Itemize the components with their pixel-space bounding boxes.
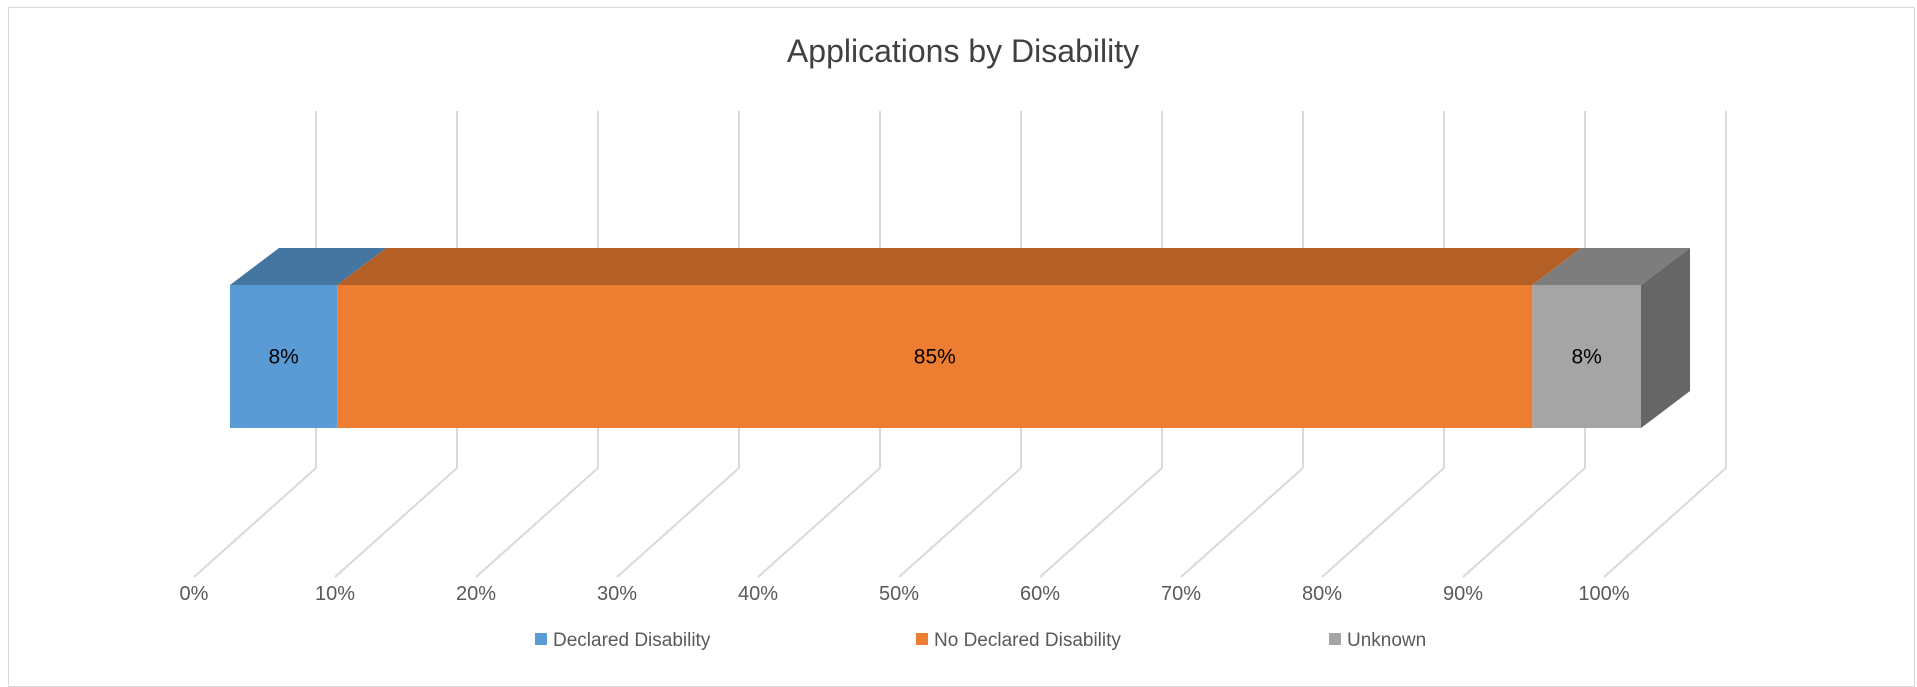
x-tick-label: 80% [1302,583,1342,605]
stacked-bar [230,248,1690,428]
data-label: 85% [914,346,956,369]
x-tick-label: 100% [1578,583,1629,605]
x-tick-label: 60% [1020,583,1060,605]
x-tick-label: 0% [180,583,209,605]
x-tick-label: 40% [738,583,778,605]
chart-title: Applications by Disability [787,33,1139,69]
data-label: 8% [268,346,298,369]
x-tick-label: 70% [1161,583,1201,605]
legend-label: Declared Disability [553,630,711,651]
data-labels: 8% 85% 8% [268,346,1601,369]
legend-swatch [916,633,928,645]
x-tick-label: 30% [597,583,637,605]
legend-label: Unknown [1347,630,1426,651]
x-tick-label: 50% [879,583,919,605]
x-tick-label: 20% [456,583,496,605]
gridline [1603,111,1727,578]
x-tick-label: 90% [1443,583,1483,605]
x-tick-label: 10% [315,583,355,605]
legend-swatch [535,633,547,645]
bar-segment-unknown [1532,248,1690,428]
x-axis-tick-labels: 0% 10% 20% 30% 40% 50% 60% 70% 80% 90% 100% [180,583,1630,605]
data-label: 8% [1571,346,1601,369]
legend-swatch [1329,633,1341,645]
legend-item-unknown: Unknown [1329,630,1426,651]
legend-label: No Declared Disability [934,630,1121,651]
bar-segment-declared-disability [230,248,387,428]
bar-segment-no-declared-disability [337,248,1582,428]
legend-item-declared-disability: Declared Disability [535,630,711,651]
legend: Declared Disability No Declared Disabilit… [535,630,1426,651]
legend-item-no-declared-disability: No Declared Disability [916,630,1121,651]
